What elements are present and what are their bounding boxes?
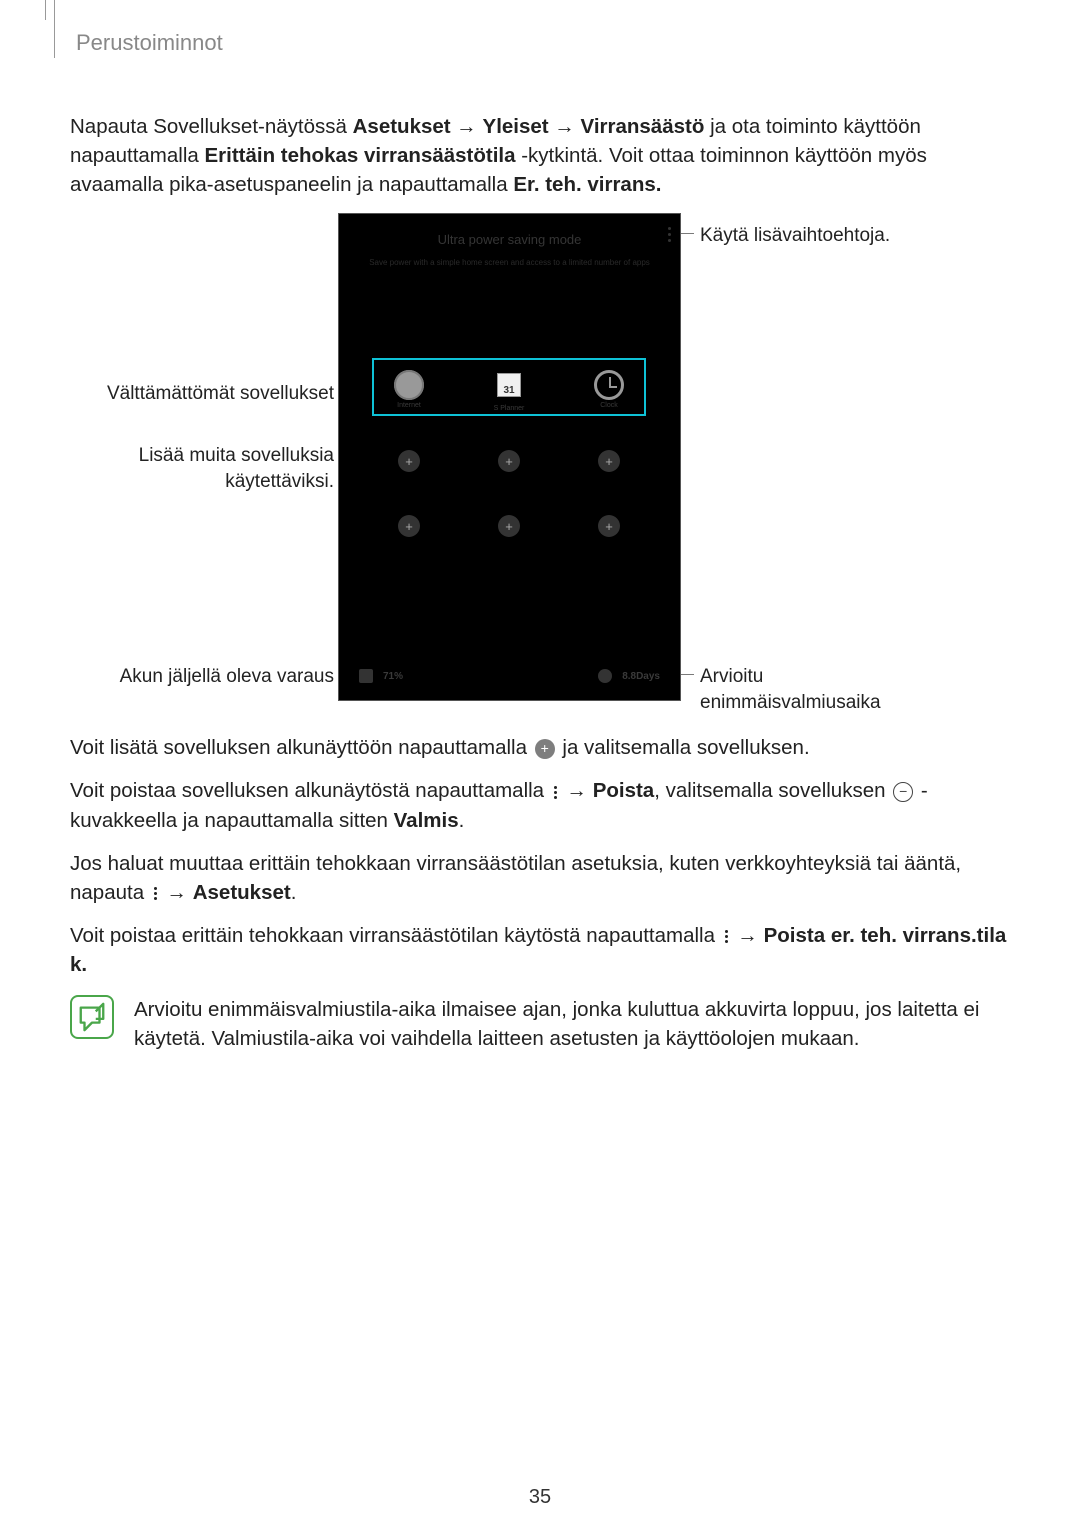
calendar-icon: 31 <box>497 373 521 397</box>
page: Perustoiminnot Napauta Sovellukset-näytö… <box>0 0 1080 1527</box>
add-apps-row-2: + + + <box>379 508 639 544</box>
add-app-button[interactable]: + <box>598 450 620 472</box>
callout-standby-label: Arvioitu enimmäisvalmiusaika <box>700 664 1000 715</box>
para-add-app: Voit lisätä sovelluksen alkunäyttöön nap… <box>70 733 1010 762</box>
more-options-icon[interactable] <box>662 224 676 244</box>
battery-status-row: 71% 8.8Days <box>359 662 660 690</box>
more-options-icon <box>154 887 157 900</box>
battery-percent: 71% <box>383 671 403 682</box>
pie-icon <box>598 669 612 683</box>
add-app-button[interactable]: + <box>498 515 520 537</box>
page-title: Perustoiminnot <box>76 30 223 56</box>
note-icon <box>70 995 114 1039</box>
add-app-button[interactable]: + <box>498 450 520 472</box>
phone-figure: Välttämättömät sovellukset Lisää muita s… <box>70 213 1010 713</box>
app-splanner[interactable]: 31 S Planner <box>479 367 539 412</box>
clock-icon <box>594 370 624 400</box>
minus-icon: − <box>893 782 913 802</box>
add-app-button[interactable]: + <box>398 515 420 537</box>
intro-paragraph: Napauta Sovellukset-näytössä Asetukset →… <box>70 112 1010 199</box>
add-app-button[interactable]: + <box>398 450 420 472</box>
globe-icon <box>394 370 424 400</box>
main-content: Napauta Sovellukset-näytössä Asetukset →… <box>70 112 1010 1053</box>
phone-mode-subtitle: Save power with a simple home screen and… <box>339 258 680 267</box>
phone-mockup: Ultra power saving mode Save power with … <box>338 213 681 701</box>
note-block: Arvioitu enimmäisvalmiustila-aika ilmais… <box>70 995 1010 1053</box>
page-number: 35 <box>0 1486 1080 1509</box>
app-internet[interactable]: Internet <box>379 370 439 409</box>
add-app-button[interactable]: + <box>598 515 620 537</box>
para-settings: Jos haluat muuttaa erittäin tehokkaan vi… <box>70 849 1010 907</box>
header-rule-lines <box>45 0 55 58</box>
plus-icon: + <box>535 739 555 759</box>
more-options-icon <box>554 786 557 799</box>
callout-add-apps-label: Lisää muita sovelluksia käytettäviksi. <box>74 443 334 494</box>
callout-essential-apps-label: Välttämättömät sovellukset <box>74 381 334 407</box>
app-clock[interactable]: Clock <box>579 370 639 409</box>
phone-mode-title: Ultra power saving mode <box>339 232 680 247</box>
add-apps-row-1: + + + <box>379 443 639 479</box>
callout-battery-label: Akun jäljellä oleva varaus <box>74 664 334 690</box>
essential-apps-row: Internet 31 S Planner Clock <box>379 367 639 412</box>
callout-options-label: Käytä lisävaihtoehtoja. <box>700 223 1000 249</box>
para-disable-mode: Voit poistaa erittäin tehokkaan virransä… <box>70 921 1010 979</box>
bolt-icon <box>359 669 373 683</box>
more-options-icon <box>725 930 728 943</box>
standby-time: 8.8Days <box>622 671 660 682</box>
para-remove-app: Voit poistaa sovelluksen alkunäytöstä na… <box>70 776 1010 834</box>
note-text: Arvioitu enimmäisvalmiustila-aika ilmais… <box>134 995 1010 1053</box>
